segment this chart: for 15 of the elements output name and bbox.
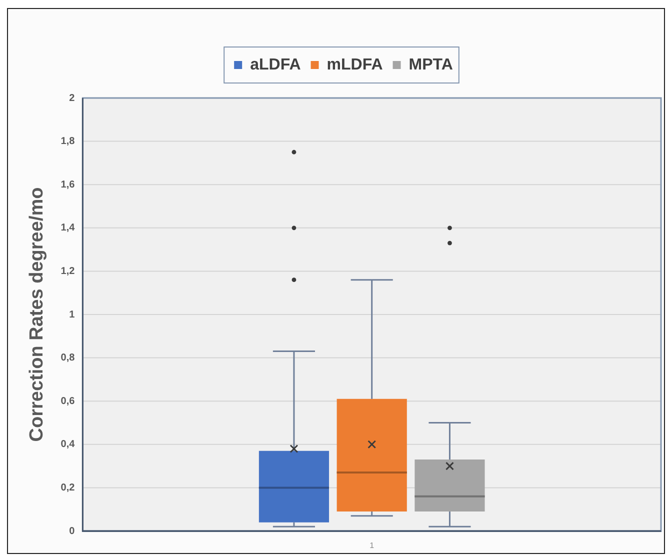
y-tick-label: 1,4 bbox=[60, 222, 76, 234]
y-tick-label: 0,4 bbox=[60, 439, 76, 450]
y-tick-label: 1,8 bbox=[60, 136, 76, 148]
y-tick-label: 2 bbox=[69, 92, 76, 104]
y-tick-label: 1,6 bbox=[60, 179, 76, 190]
y-tick-label: 0,6 bbox=[60, 396, 76, 407]
y-tick-label: 1 bbox=[69, 309, 76, 320]
y-tick-label: 0,2 bbox=[60, 482, 76, 494]
legend-label: mLDFA bbox=[326, 56, 384, 74]
y-axis-title: Correction Rates degree/mo bbox=[26, 187, 48, 442]
legend-label: aLDFA bbox=[250, 56, 302, 74]
legend-label: MPTA bbox=[408, 56, 454, 74]
y-tick-label: 0,8 bbox=[60, 352, 76, 364]
y-tick-label: 0 bbox=[69, 526, 76, 537]
y-tick-label: 1,2 bbox=[60, 266, 76, 277]
